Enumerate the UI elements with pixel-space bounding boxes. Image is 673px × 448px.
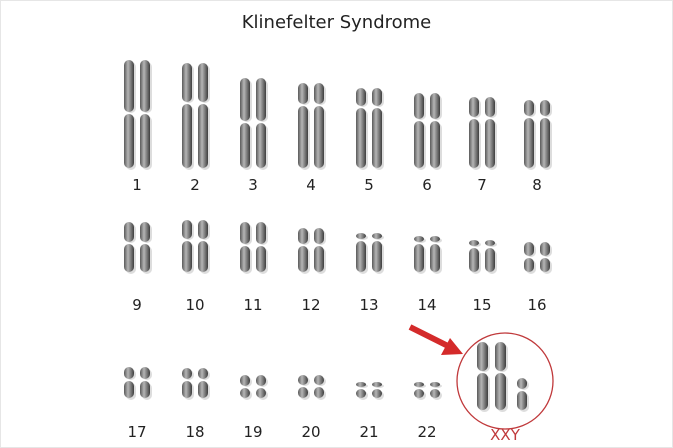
chromosome-label-10: 10	[185, 296, 204, 314]
chromosome-pair-2	[182, 63, 210, 170]
chromosome-label-14: 14	[417, 296, 436, 314]
chromosome-label-15: 15	[472, 296, 491, 314]
chromosome-pair-3	[240, 78, 268, 170]
chromosome-label-7: 7	[477, 176, 487, 194]
chromosome-label-6: 6	[422, 176, 432, 194]
chromosome-label-22: 22	[417, 423, 436, 441]
chromosome-label-9: 9	[132, 296, 142, 314]
chromosome-pair-21	[356, 382, 384, 400]
chromosome-label-2: 2	[190, 176, 200, 194]
chromosome-pair-8	[524, 100, 552, 170]
chromosome-pair-7	[469, 97, 497, 170]
chromosome-label-1: 1	[132, 176, 142, 194]
chromosome-label-3: 3	[248, 176, 258, 194]
chromosome-pair-6	[414, 93, 442, 170]
chromosome-pair-22	[414, 382, 442, 400]
chromosome-label-11: 11	[243, 296, 262, 314]
chromosome-pair-17	[124, 367, 152, 400]
chromosome-label-4: 4	[306, 176, 316, 194]
chromosome-label-21: 21	[359, 423, 378, 441]
chromosome-label-19: 19	[243, 423, 262, 441]
chromosome-pair-15	[469, 240, 497, 274]
chromosome-pair-5	[356, 88, 384, 170]
chromosome-pair-16	[524, 242, 552, 274]
chromosome-label-8: 8	[532, 176, 542, 194]
chromosome-pair-4	[298, 83, 326, 170]
chromosome-pair-13	[356, 233, 384, 274]
chromosome-pair-10	[182, 220, 210, 274]
chromosome-pair-12	[298, 228, 326, 274]
chromosome-label-12: 12	[301, 296, 320, 314]
red-arrow-icon	[408, 324, 463, 355]
chromosome-pair-9	[124, 222, 152, 274]
highlight-circle	[456, 332, 554, 430]
chromosome-label-17: 17	[127, 423, 146, 441]
chromosome-label-13: 13	[359, 296, 378, 314]
sex-chromosome-label: XXY	[490, 426, 521, 444]
diagram-title: Klinefelter Syndrome	[241, 12, 432, 33]
chromosome-label-18: 18	[185, 423, 204, 441]
chromosome-label-16: 16	[527, 296, 546, 314]
chromosome-pair-1	[124, 60, 152, 170]
chromosome-pair-20	[298, 375, 326, 400]
chromosome-pair-18	[182, 368, 210, 400]
chromosome-label-5: 5	[364, 176, 374, 194]
sex-chromosomes-xxy	[477, 342, 529, 412]
chromosome-pair-14	[414, 236, 442, 274]
chromosome-label-20: 20	[301, 423, 320, 441]
chromosome-pair-19	[240, 375, 268, 400]
chromosome-pair-11	[240, 222, 268, 274]
